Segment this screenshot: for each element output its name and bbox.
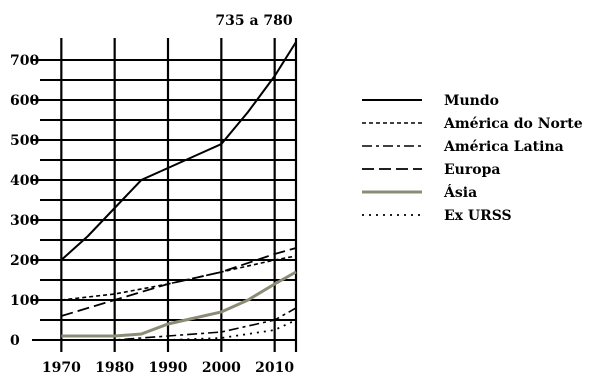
x-tick-label: 2000	[202, 360, 241, 376]
legend-label: Europa	[444, 162, 500, 178]
y-tick-label: 600	[10, 93, 39, 109]
chart-annotation: 735 a 780	[215, 13, 293, 29]
series-line	[61, 319, 297, 341]
y-tick-label: 700	[10, 53, 39, 69]
y-tick-label: 500	[10, 133, 39, 149]
series-line	[61, 247, 297, 317]
y-tick-label: 0	[10, 333, 20, 349]
series-line	[60, 41, 297, 261]
y-tick-label: 100	[10, 293, 39, 309]
x-tick-label: 1980	[95, 360, 134, 376]
grid	[32, 38, 298, 352]
x-tick-label: 2010	[255, 360, 294, 376]
x-tick-label: 1970	[42, 360, 81, 376]
legend-label: Mundo	[444, 93, 499, 109]
series-line	[61, 307, 297, 341]
series-lines	[60, 41, 297, 341]
tick-labels: 0 100 200 300 400 500 600 700 1970 1980 1990 2000 20…	[10, 53, 294, 376]
legend-label: Ásia	[443, 183, 477, 201]
legend-label: América Latina	[443, 139, 564, 155]
y-tick-label: 400	[10, 173, 39, 189]
legend-label: Ex URSS	[444, 208, 512, 224]
x-tick-label: 1990	[149, 360, 188, 376]
legend-label: América do Norte	[443, 116, 583, 132]
y-tick-label: 300	[10, 213, 39, 229]
series-line	[61, 270, 297, 338]
y-tick-label: 200	[10, 253, 39, 269]
legend: Mundo América do Norte América Latina Europ…	[362, 93, 583, 224]
